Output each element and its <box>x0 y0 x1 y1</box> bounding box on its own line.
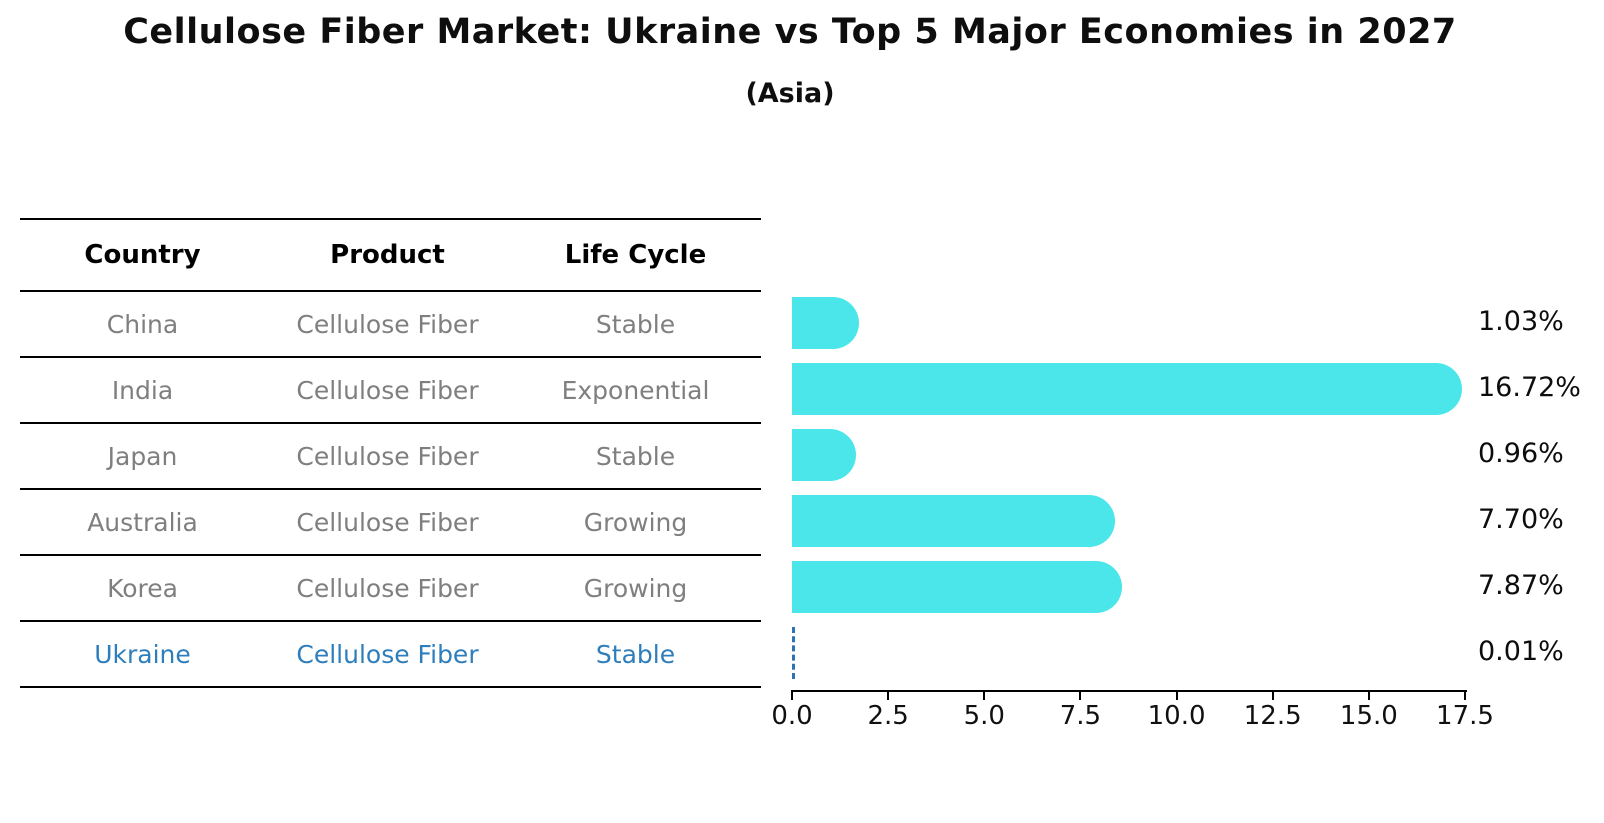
x-axis-tick <box>887 692 890 700</box>
x-axis-tick <box>791 692 793 700</box>
x-axis-line <box>791 690 1467 692</box>
column-header-product: Product <box>330 240 445 270</box>
value-label-china: 1.03% <box>1478 306 1564 337</box>
x-axis-tick-label: 7.5 <box>1059 701 1102 731</box>
bar-china <box>792 297 859 349</box>
x-axis-tick <box>983 692 986 700</box>
table-row: China Cellulose Fiber Stable <box>20 292 761 358</box>
x-axis-tick-label: 0.0 <box>771 701 813 731</box>
bar-australia <box>792 495 1116 547</box>
x-axis-tick <box>1175 692 1178 700</box>
table-row-ukraine: Ukraine Cellulose Fiber Stable <box>20 622 761 688</box>
table-row: Japan Cellulose Fiber Stable <box>20 424 761 490</box>
x-axis-tick-label: 10.0 <box>1147 701 1206 731</box>
x-axis-tick <box>1464 692 1466 700</box>
value-label-japan: 0.96% <box>1478 438 1564 469</box>
cell-life-cycle: Growing <box>583 507 688 537</box>
cell-country: Japan <box>107 441 178 471</box>
bar-korea <box>792 561 1122 613</box>
value-label-australia: 7.70% <box>1478 504 1564 535</box>
bar-ukraine <box>792 627 797 679</box>
cell-product: Cellulose Fiber <box>296 375 479 405</box>
cell-life-cycle: Growing <box>583 573 688 603</box>
x-axis-tick-label: 15.0 <box>1339 701 1398 731</box>
table-row: Korea Cellulose Fiber Growing <box>20 556 761 622</box>
column-header-life-cycle: Life Cycle <box>564 240 707 270</box>
x-axis-tick-label: 12.5 <box>1243 701 1302 731</box>
value-label-ukraine: 0.01% <box>1478 636 1564 667</box>
chart-title: Cellulose Fiber Market: Ukraine vs Top 5… <box>123 12 1457 52</box>
x-axis-tick-label: 17.5 <box>1436 701 1494 731</box>
column-header-country: Country <box>84 240 201 270</box>
table-row: Australia Cellulose Fiber Growing <box>20 490 761 556</box>
cell-product: Cellulose Fiber <box>296 639 479 669</box>
cell-life-cycle: Stable <box>595 309 676 339</box>
comparison-table: Country Product Life Cycle China Cellulose F… <box>20 218 761 688</box>
cell-country: India <box>111 375 174 405</box>
bar-japan <box>792 429 856 481</box>
x-axis-tick-label: 5.0 <box>963 701 1005 731</box>
x-axis-tick <box>1271 692 1274 700</box>
cell-country: Ukraine <box>94 639 191 669</box>
cell-life-cycle: Stable <box>595 639 676 669</box>
cell-country: Australia <box>87 507 198 537</box>
cell-product: Cellulose Fiber <box>296 573 479 603</box>
x-axis-tick-label: 2.5 <box>867 701 909 731</box>
value-label-korea: 7.87% <box>1478 570 1564 601</box>
cell-product: Cellulose Fiber <box>296 507 479 537</box>
cell-life-cycle: Stable <box>595 441 676 471</box>
bar-india <box>792 363 1462 415</box>
table-row: India Cellulose Fiber Exponential <box>20 358 761 424</box>
table-header-row: Country Product Life Cycle <box>20 220 761 292</box>
chart-subtitle: (Asia) <box>745 78 835 109</box>
x-axis-tick <box>1367 692 1370 700</box>
cell-country: Korea <box>107 573 178 603</box>
cell-product: Cellulose Fiber <box>296 441 479 471</box>
value-label-india: 16.72% <box>1478 372 1581 403</box>
cell-country: China <box>106 309 179 339</box>
x-axis-tick <box>1079 692 1082 700</box>
cell-life-cycle: Exponential <box>561 375 710 405</box>
cell-product: Cellulose Fiber <box>296 309 479 339</box>
